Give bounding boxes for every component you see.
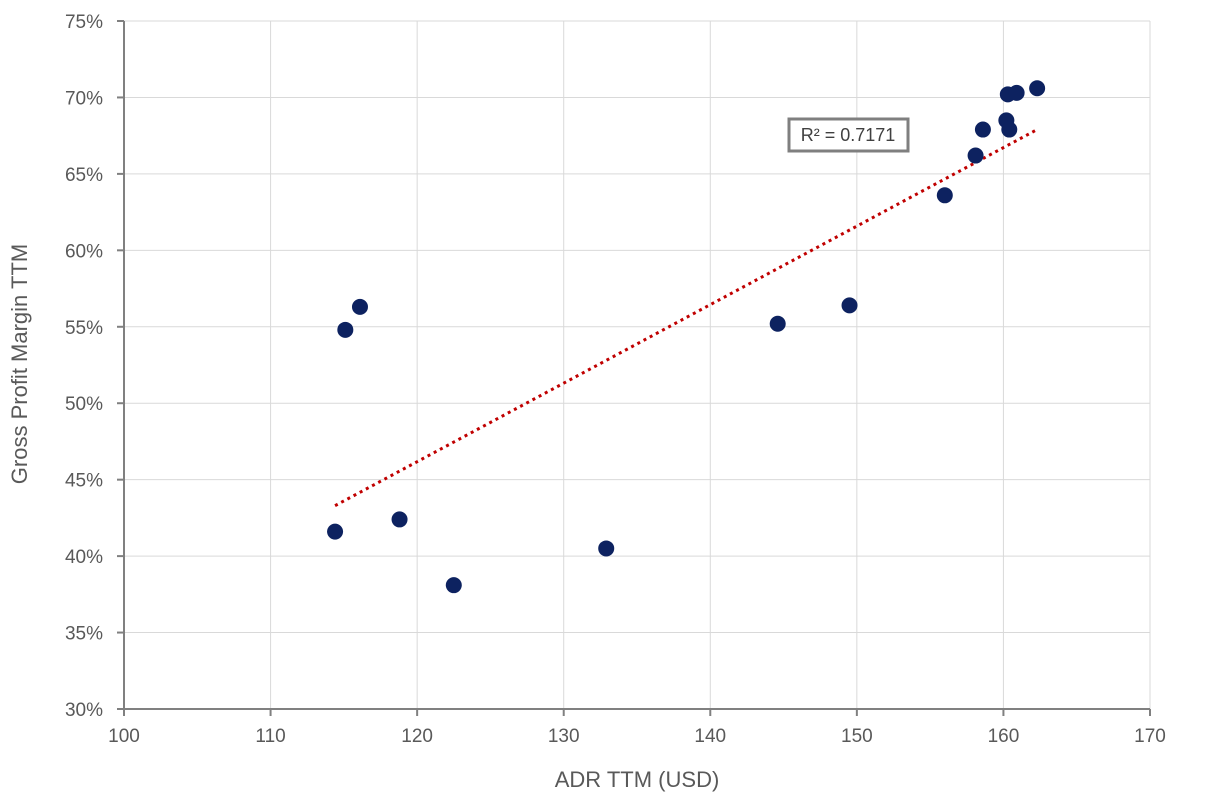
trendline [334, 128, 1038, 507]
data-point [1008, 84, 1025, 101]
x-tick-label: 130 [548, 726, 580, 747]
data-point [967, 147, 984, 164]
y-tick-label: 45% [65, 471, 103, 492]
data-point [327, 523, 344, 540]
trendline-layer [334, 128, 1038, 507]
data-point [841, 297, 858, 314]
x-tick-label: 170 [1134, 726, 1166, 747]
x-tick-label: 100 [108, 726, 140, 747]
y-tick-label: 65% [65, 165, 103, 186]
data-points [327, 80, 1046, 594]
y-tick-label: 60% [65, 241, 103, 262]
x-tick-label: 120 [401, 726, 433, 747]
data-point [445, 577, 462, 594]
data-point [769, 315, 786, 332]
y-tick-label: 30% [65, 700, 103, 721]
data-point [936, 187, 953, 204]
y-tick-label: 35% [65, 624, 103, 645]
x-tick-label: 160 [988, 726, 1020, 747]
r-squared-label: R² = 0.7171 [801, 125, 896, 145]
data-point [391, 511, 408, 528]
tick-labels: 100 110 120 130 140 150 160 170 30% 35% 40% 45% 50% 5… [65, 12, 1166, 747]
y-tick-label: 50% [65, 394, 103, 415]
x-axis-title: ADR TTM (USD) [555, 767, 720, 792]
data-point [351, 298, 368, 315]
y-tick-label: 55% [65, 318, 103, 339]
x-tick-label: 110 [255, 726, 285, 747]
y-axis-title: Gross Profit Margin TTM [7, 244, 32, 484]
r-squared-box [787, 117, 910, 153]
data-point [598, 540, 615, 557]
data-point [1001, 121, 1018, 138]
y-tick-label: 75% [65, 12, 103, 33]
data-point [974, 121, 991, 138]
x-tick-label: 150 [841, 726, 873, 747]
y-tick-label: 40% [65, 547, 103, 568]
data-point [337, 321, 354, 338]
data-point [1029, 80, 1046, 97]
axes [117, 20, 1151, 716]
y-tick-label: 70% [65, 88, 103, 109]
annotation-layer: R² = 0.7171 [787, 117, 910, 153]
x-tick-label: 140 [694, 726, 726, 747]
grid-lines [124, 20, 1151, 709]
